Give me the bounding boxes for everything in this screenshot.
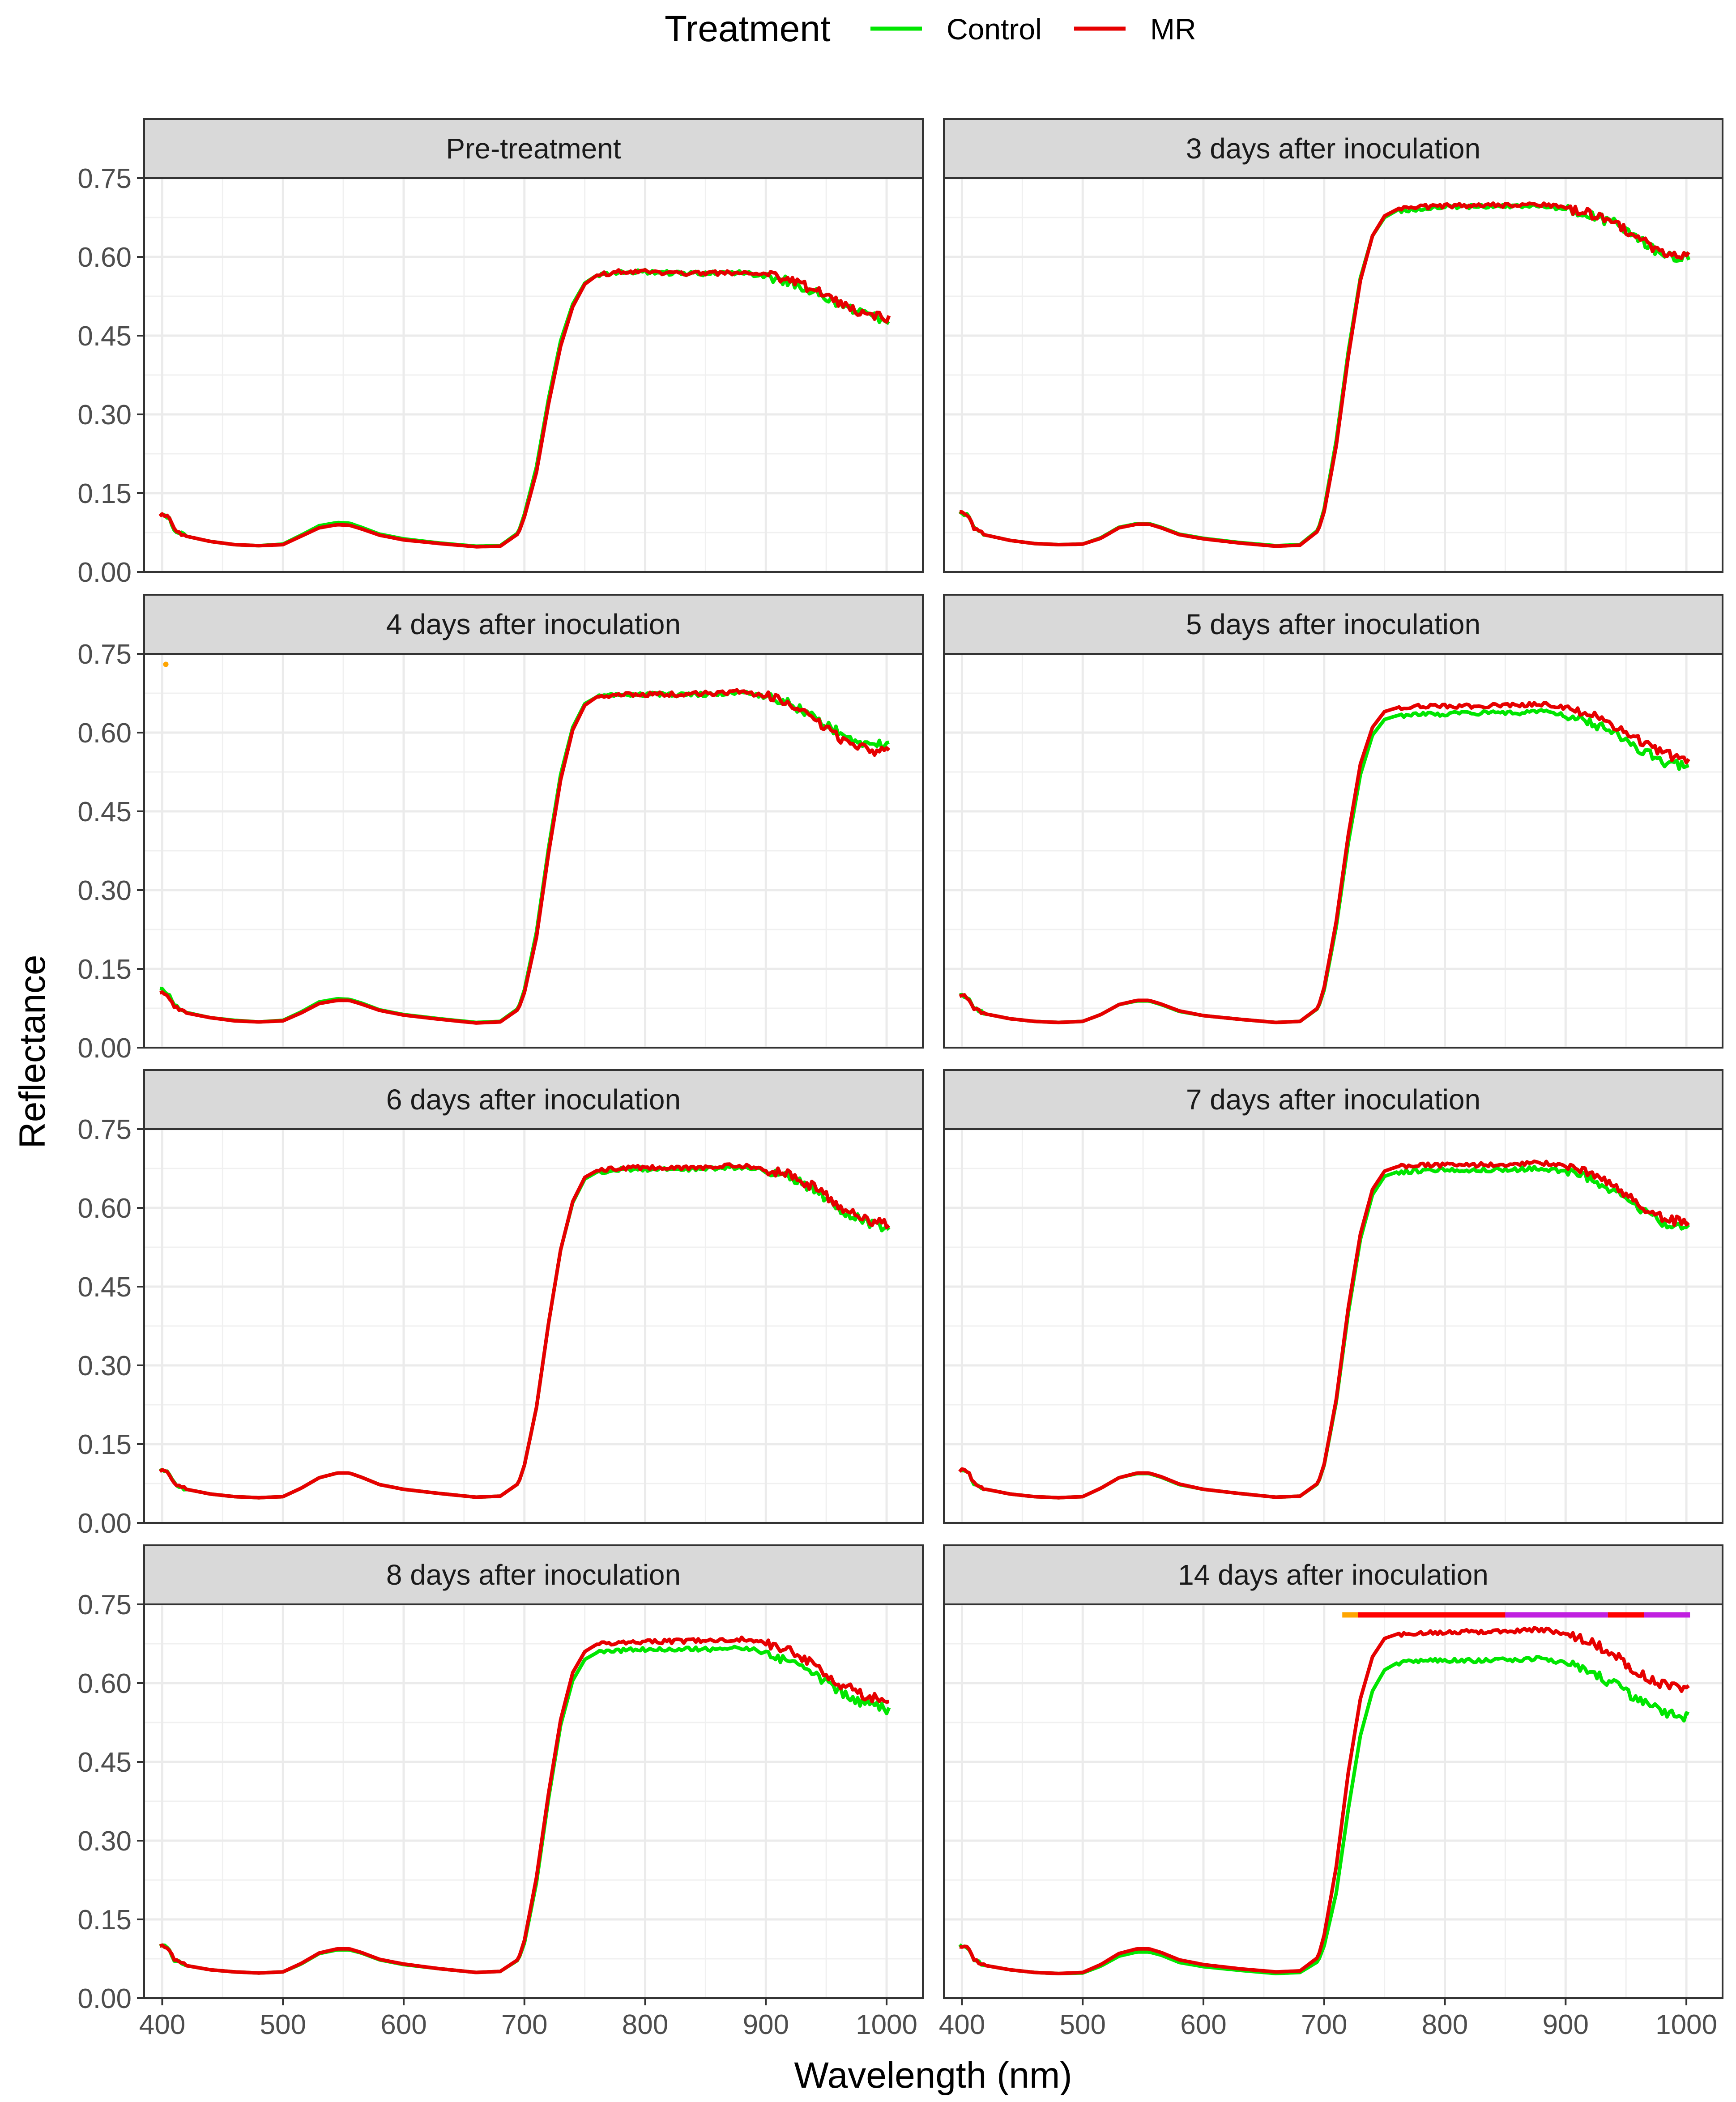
x-tick-label: 800 (622, 2009, 668, 2040)
y-axis-title: Reflectance (12, 955, 53, 1148)
x-tick-label: 1000 (856, 2009, 917, 2040)
series-line-mr (958, 1160, 1690, 1500)
panel-strip (143, 1544, 924, 1605)
panel-title: 8 days after inoculation (386, 1559, 681, 1591)
panel-title: 3 days after inoculation (1186, 132, 1480, 165)
x-tick-label: 900 (743, 2009, 789, 2040)
y-tick-label: 0.75 (77, 1590, 132, 1620)
panel-7: 8 days after inoculation 0.00 0.15 0.30 0.45… (77, 1544, 924, 2040)
y-tick-label: 0.60 (77, 242, 132, 273)
significance-marker (163, 661, 169, 667)
panel-5: 6 days after inoculation 0.00 0.15 0.30 0.45… (77, 1069, 924, 1539)
legend-label-mr: MR (1150, 13, 1196, 46)
y-tick-label: 0.45 (77, 1747, 132, 1778)
panel-title: 14 days after inoculation (1178, 1559, 1489, 1591)
y-tick-label: 0.75 (77, 163, 132, 194)
y-tick-label: 0.00 (77, 557, 132, 588)
legend-label-control: Control (947, 13, 1042, 46)
x-tick-label: 500 (260, 2009, 306, 2040)
panel-6: 7 days after inoculation (943, 1069, 1723, 1524)
panel-3: 4 days after inoculation 0.00 0.15 0.30 0.45… (77, 594, 924, 1064)
y-tick-label: 0.30 (77, 1826, 132, 1857)
x-tick-label: 400 (939, 2009, 985, 2040)
x-tick-label: 900 (1543, 2009, 1589, 2040)
panel-title: 7 days after inoculation (1186, 1083, 1480, 1116)
y-tick-label: 0.75 (77, 639, 132, 670)
x-tick-label: 700 (501, 2009, 547, 2040)
x-tick-label: 700 (1301, 2009, 1347, 2040)
series-line-mr (159, 1635, 890, 1975)
panel-title: Pre-treatment (446, 132, 621, 165)
panel-strip (943, 1544, 1723, 1605)
series-line-mr (158, 1162, 890, 1500)
y-tick-label: 0.75 (77, 1114, 132, 1145)
panel-title: 5 days after inoculation (1186, 608, 1480, 640)
y-tick-label: 0.45 (77, 1272, 132, 1303)
panel-1: Pre-treatment 0.00 0.15 0.30 0.45 0.60 0.75 (77, 118, 924, 588)
y-tick-label: 0.30 (77, 875, 132, 906)
panel-strip (143, 1069, 924, 1130)
y-tick-label: 0.15 (77, 478, 132, 509)
x-axis-title: Wavelength (nm) (794, 2055, 1072, 2096)
y-tick-label: 0.60 (77, 1668, 132, 1699)
x-tick-label: 400 (139, 2009, 185, 2040)
y-tick-label: 0.00 (77, 1983, 132, 2014)
legend-title: Treatment (665, 9, 831, 49)
y-tick-label: 0.15 (77, 1429, 132, 1460)
series-line-mr (959, 701, 1690, 1024)
series-line-mr (959, 1626, 1690, 1975)
panel-strip (143, 118, 924, 179)
y-tick-label: 0.60 (77, 718, 132, 749)
panel-title: 6 days after inoculation (386, 1083, 681, 1116)
panels: Pre-treatment 0.00 0.15 0.30 0.45 0.60 0.75 3 d… (77, 118, 1723, 2040)
series-line-mr (159, 688, 891, 1025)
legend: Treatment Control MR (665, 9, 1196, 49)
x-tick-label: 500 (1060, 2009, 1106, 2040)
panel-4: 5 days after inoculation (943, 594, 1723, 1049)
panel-strip (943, 1069, 1723, 1130)
series-line-mr (959, 201, 1690, 548)
series-line-mr (158, 268, 891, 549)
panel-strip (943, 118, 1723, 179)
y-tick-label: 0.60 (77, 1193, 132, 1224)
panel-strip (943, 594, 1723, 655)
y-tick-label: 0.30 (77, 400, 132, 431)
y-tick-label: 0.45 (77, 321, 132, 352)
x-tick-label: 1000 (1655, 2009, 1717, 2040)
panel-8: 14 days after inoculation 400 500 600 700 800… (939, 1544, 1723, 2040)
y-tick-label: 0.30 (77, 1351, 132, 1381)
y-tick-label: 0.15 (77, 1905, 132, 1936)
y-tick-label: 0.45 (77, 797, 132, 827)
x-tick-label: 800 (1422, 2009, 1468, 2040)
x-tick-label: 600 (380, 2009, 427, 2040)
panel-title: 4 days after inoculation (386, 608, 681, 640)
y-tick-label: 0.00 (77, 1033, 132, 1064)
y-tick-label: 0.15 (77, 954, 132, 985)
x-tick-label: 600 (1180, 2009, 1226, 2040)
panel-strip (143, 594, 924, 655)
panel-2: 3 days after inoculation (943, 118, 1723, 573)
y-tick-label: 0.00 (77, 1508, 132, 1539)
